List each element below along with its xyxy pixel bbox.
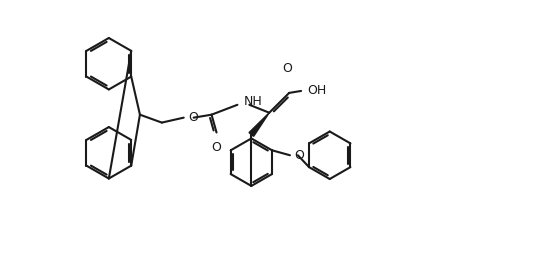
Text: O: O (294, 149, 304, 162)
Text: O: O (211, 142, 222, 154)
Text: OH: OH (307, 84, 327, 97)
Text: O: O (282, 62, 292, 75)
Text: O: O (189, 111, 199, 124)
Text: NH: NH (243, 95, 262, 108)
Polygon shape (249, 113, 269, 136)
